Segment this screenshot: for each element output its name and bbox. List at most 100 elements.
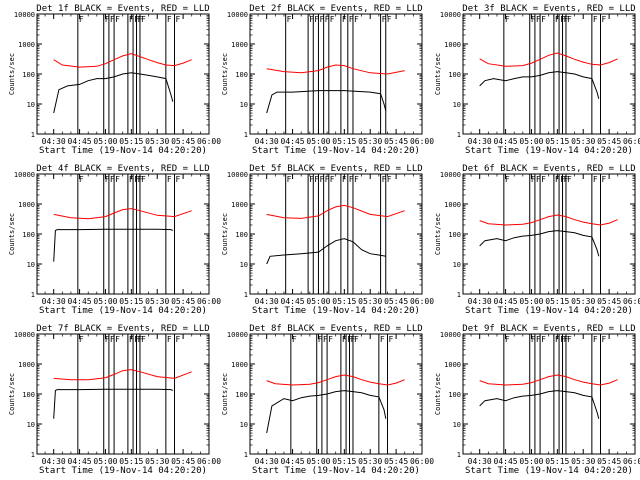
x-axis-label: Start Time (19-Nov-14 04:20:20) — [465, 466, 633, 476]
y-tick-label: 1 — [31, 291, 35, 299]
x-tick-label: 04:30 — [468, 137, 492, 146]
y-tick-label: 1000 — [231, 41, 248, 49]
y-tick-label: 10000 — [440, 331, 461, 339]
y-tick-label: 100 — [235, 71, 248, 79]
y-tick-label: 1 — [457, 451, 461, 459]
y-tick-label: 10 — [453, 421, 461, 429]
flag-marker-letter: F — [319, 15, 324, 24]
y-tick-label: 10000 — [440, 171, 461, 179]
panel-frame — [462, 13, 636, 135]
flag-marker-letter: F — [318, 335, 323, 344]
series-lld-line — [479, 52, 618, 67]
panel-frame — [36, 173, 210, 295]
x-tick-label: 04:45 — [494, 457, 518, 466]
x-tick-label: 06:00 — [197, 297, 221, 306]
flag-marker-letter: F — [354, 335, 359, 344]
flag-marker-letter: F — [129, 175, 134, 184]
flag-marker-letter: F — [567, 15, 572, 24]
x-tick-label: 05:30 — [358, 297, 382, 306]
flag-marker-letter: F — [601, 175, 606, 184]
x-tick-label: 05:15 — [119, 297, 143, 306]
flag-marker-letter: F — [387, 15, 392, 24]
y-tick-label: 100 — [448, 391, 461, 399]
series-events-line — [479, 71, 600, 99]
y-tick-label: 10000 — [227, 11, 248, 19]
series-lld-line — [53, 208, 192, 220]
flag-marker-letter: F — [593, 175, 598, 184]
y-tick-label: 100 — [22, 71, 35, 79]
flag-marker-letter: F — [167, 175, 172, 184]
x-tick-label: 05:45 — [384, 137, 408, 146]
flag-marker-letter: F — [309, 175, 314, 184]
x-tick-label: 04:45 — [281, 137, 305, 146]
series-lld-line — [53, 369, 192, 381]
flag-marker-letter: F — [536, 175, 541, 184]
x-tick-label: 06:00 — [623, 297, 640, 306]
x-tick-label: 05:15 — [119, 137, 143, 146]
panel-title: Det 8f BLACK = Events, RED = LLD — [249, 324, 422, 334]
y-tick-label: 1 — [31, 451, 35, 459]
x-axis-label: Start Time (19-Nov-14 04:20:20) — [39, 306, 207, 316]
flag-marker-letter: F — [342, 175, 347, 184]
flag-marker-letter: F — [380, 335, 385, 344]
x-tick-label: 05:30 — [571, 457, 595, 466]
x-tick-label: 06:00 — [197, 457, 221, 466]
x-tick-label: 05:00 — [93, 297, 117, 306]
series-events-line — [53, 72, 174, 114]
series-lld-line — [479, 374, 618, 386]
x-tick-label: 05:45 — [171, 457, 195, 466]
flag-marker-letter: F — [330, 175, 335, 184]
y-tick-label: 1 — [244, 451, 248, 459]
flag-marker-letter: F — [115, 15, 120, 24]
x-tick-label: 05:00 — [93, 137, 117, 146]
panel-frame — [36, 13, 210, 135]
y-tick-label: 1 — [244, 291, 248, 299]
y-tick-label: 100 — [448, 231, 461, 239]
y-axis-label: Counts/sec — [434, 373, 442, 415]
flag-marker-letter: F — [175, 175, 180, 184]
x-tick-label: 05:15 — [332, 457, 356, 466]
y-tick-label: 1000 — [444, 361, 461, 369]
flag-marker-letter: F — [79, 15, 84, 24]
y-tick-label: 1000 — [444, 201, 461, 209]
y-tick-label: 100 — [448, 71, 461, 79]
y-tick-label: 10000 — [14, 331, 35, 339]
y-tick-label: 10000 — [227, 331, 248, 339]
flag-marker-letter: F — [505, 175, 510, 184]
flag-marker-letter: F — [167, 335, 172, 344]
flag-marker-letter: F — [141, 15, 146, 24]
panel-frame — [249, 333, 423, 455]
flag-marker-letter: F — [388, 335, 393, 344]
y-tick-label: 100 — [22, 391, 35, 399]
flag-marker-letter: F — [601, 15, 606, 24]
panel-frame — [462, 333, 636, 455]
y-tick-label: 10000 — [14, 171, 35, 179]
series-lld-line — [479, 214, 618, 226]
x-tick-label: 05:00 — [306, 297, 330, 306]
y-axis-label: Counts/sec — [8, 53, 16, 95]
y-tick-label: 10 — [27, 421, 35, 429]
x-axis-label: Start Time (19-Nov-14 04:20:20) — [252, 306, 420, 316]
y-tick-label: 10 — [27, 261, 35, 269]
y-tick-label: 10000 — [440, 11, 461, 19]
y-axis-label: Counts/sec — [221, 53, 229, 95]
flag-marker-letter: F — [567, 175, 572, 184]
flag-marker-letter: F — [342, 335, 347, 344]
x-tick-label: 04:45 — [68, 457, 92, 466]
x-tick-label: 04:45 — [68, 137, 92, 146]
x-tick-label: 04:45 — [494, 137, 518, 146]
flag-marker-letter: F — [175, 15, 180, 24]
y-tick-label: 1 — [244, 131, 248, 139]
flag-marker-letter: F — [287, 175, 292, 184]
x-tick-label: 06:00 — [197, 137, 221, 146]
flag-marker-letter: F — [354, 15, 359, 24]
y-tick-label: 1 — [457, 291, 461, 299]
x-tick-label: 05:30 — [145, 137, 169, 146]
